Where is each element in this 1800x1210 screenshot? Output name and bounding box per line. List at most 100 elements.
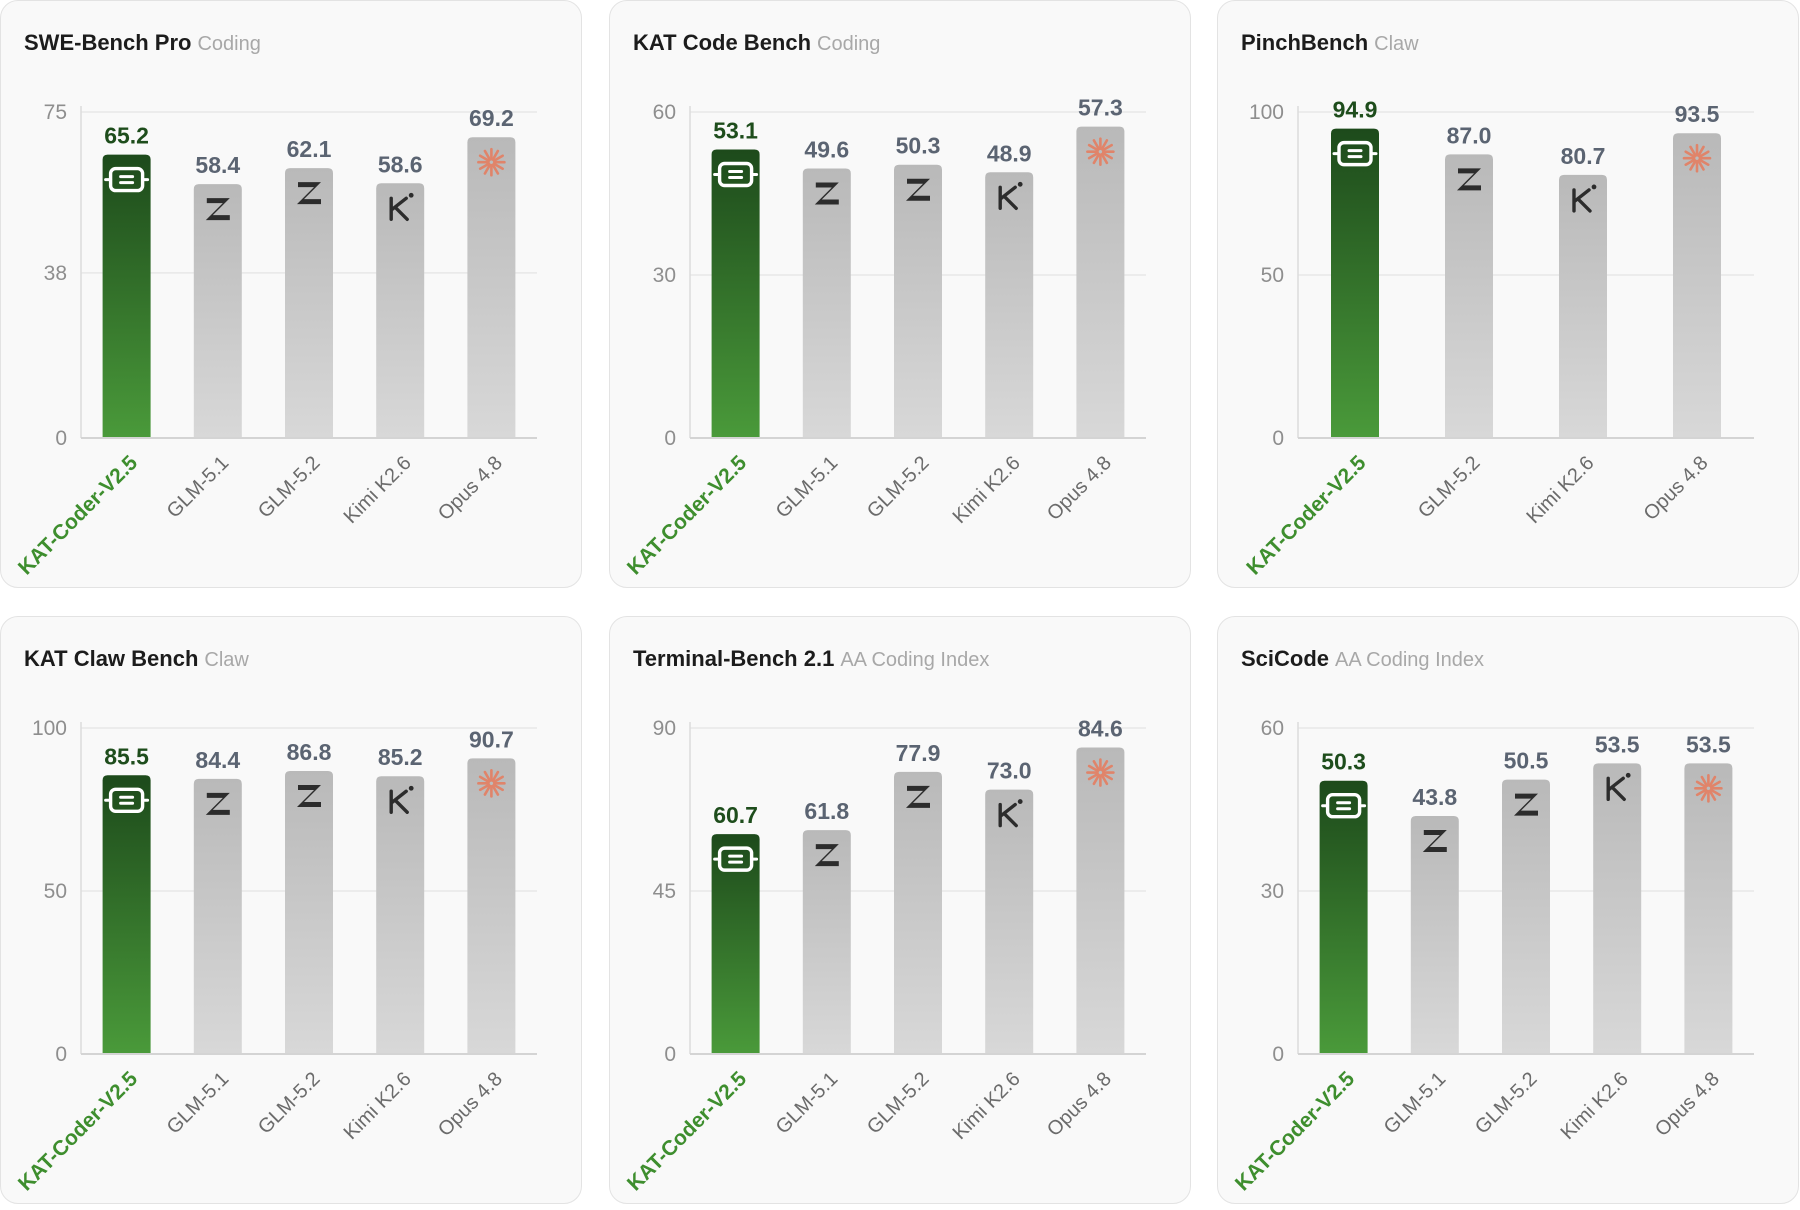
anthropic-icon xyxy=(1086,758,1115,787)
bar-chart: 0 38 75 65.2 KAT-Coder-V2.5 58.4 GLM-5.1 62.1 GL… xyxy=(14,101,537,579)
bar-value-label: 93.5 xyxy=(1675,101,1720,127)
x-tick-label: GLM-5.2 xyxy=(1471,1068,1542,1139)
bar-value-label: 61.8 xyxy=(804,798,849,824)
card-category: AA Coding Index xyxy=(840,649,990,671)
bar-chart: 0 45 90 60.7 KAT-Coder-V2.5 61.8 GLM-5.1 77.9 GL… xyxy=(623,716,1146,1195)
bar-group: 69.2 xyxy=(467,105,516,438)
x-tick-label: GLM-5.2 xyxy=(254,452,325,523)
bar-value-label: 50.3 xyxy=(1321,749,1366,775)
y-tick-label: 30 xyxy=(1261,880,1284,903)
bar-group: 53.5 xyxy=(1593,731,1642,1054)
bar-value-label: 85.2 xyxy=(378,744,423,770)
bar xyxy=(1445,154,1493,438)
bar-highlight xyxy=(711,149,760,439)
bar-chart: 0 30 60 53.1 KAT-Coder-V2.5 49.6 GLM-5.1 50.3 GL… xyxy=(623,95,1146,579)
y-tick-label: 100 xyxy=(1249,101,1284,124)
x-tick-label: KAT-Coder-V2.5 xyxy=(1231,1067,1359,1195)
bar-value-label: 94.9 xyxy=(1333,97,1378,123)
bar-value-label: 50.5 xyxy=(1504,748,1549,774)
anthropic-icon xyxy=(1086,137,1115,166)
bar-group: 57.3 xyxy=(1076,95,1125,439)
card-header: SciCode AA Coding Index xyxy=(1241,646,1484,672)
x-tick-label: Kimi K2.6 xyxy=(340,1068,416,1144)
kimi-icon xyxy=(389,192,414,221)
bar-group: 77.9 xyxy=(894,740,942,1054)
kimi-icon xyxy=(389,785,414,814)
kimi-icon xyxy=(998,799,1023,828)
chart-card-terminal-bench: Terminal-Bench 2.1 AA Coding Index 0 45 90 6… xyxy=(609,616,1191,1204)
y-tick-label: 75 xyxy=(44,101,67,124)
x-tick-label: GLM-5.2 xyxy=(863,452,934,523)
x-tick-label: GLM-5.1 xyxy=(163,1068,234,1139)
card-category: Coding xyxy=(197,33,261,55)
kat-icon xyxy=(104,166,150,193)
card-category: Claw xyxy=(204,649,249,671)
zhipu-icon xyxy=(814,182,839,205)
bar xyxy=(985,789,1034,1054)
bar-group: 58.6 xyxy=(376,151,425,438)
y-tick-label: 30 xyxy=(653,264,676,287)
bar-group: 43.8 xyxy=(1410,784,1459,1054)
bar-value-label: 53.5 xyxy=(1686,731,1731,757)
y-tick-label: 50 xyxy=(1261,264,1284,287)
bar-value-label: 84.6 xyxy=(1078,716,1123,742)
kimi-icon xyxy=(1572,184,1597,213)
chart-card-swe-bench-pro: SWE-Bench Pro Coding 0 38 75 65.2 KAT-Coder-V… xyxy=(0,0,582,588)
y-tick-label: 0 xyxy=(55,427,67,450)
bar-value-label: 90.7 xyxy=(469,726,514,752)
kat-icon xyxy=(104,787,150,813)
y-tick-label: 60 xyxy=(653,101,676,124)
bar xyxy=(193,778,242,1054)
bar xyxy=(802,830,851,1054)
bar-value-label: 87.0 xyxy=(1447,122,1492,148)
bar xyxy=(985,172,1034,438)
x-tick-label: KAT-Coder-V2.5 xyxy=(623,1067,751,1195)
card-title: SWE-Bench Pro xyxy=(24,30,192,55)
x-tick-label: KAT-Coder-V2.5 xyxy=(14,1067,142,1195)
chart-card-kat-code-bench: KAT Code Bench Coding 0 30 60 53.1 KAT-Coder-… xyxy=(609,0,1191,588)
bar xyxy=(1502,779,1550,1054)
bar xyxy=(285,771,333,1054)
y-tick-label: 0 xyxy=(55,1043,67,1066)
x-tick-label: Opus 4.8 xyxy=(1043,452,1116,525)
bar-group: 85.2 xyxy=(376,744,425,1054)
bar-highlight xyxy=(1331,128,1379,438)
bar xyxy=(1684,763,1733,1054)
x-tick-label: Kimi K2.6 xyxy=(949,1068,1025,1144)
y-tick-label: 60 xyxy=(1261,717,1284,740)
bar-group: 90.7 xyxy=(467,726,516,1054)
card-title: KAT Claw Bench xyxy=(24,646,199,671)
bar xyxy=(894,164,942,438)
kat-icon xyxy=(713,161,759,188)
y-tick-label: 0 xyxy=(664,427,676,450)
bar-value-label: 60.7 xyxy=(713,802,758,828)
y-tick-label: 38 xyxy=(44,262,67,285)
bar-group: 80.7 xyxy=(1559,143,1607,438)
chart-card-scicode: SciCode AA Coding Index 0 30 60 50.3 KAT-Code… xyxy=(1217,616,1799,1204)
bar xyxy=(376,776,425,1054)
bar-group: 94.9 xyxy=(1331,97,1379,438)
bar-group: 93.5 xyxy=(1673,101,1721,438)
chart-card-pinchbench: PinchBench Claw 0 50 100 94.9 KAT-Coder-V2.5 8… xyxy=(1217,0,1799,588)
bar-group: 58.4 xyxy=(193,152,242,438)
y-tick-label: 100 xyxy=(32,717,67,740)
bar xyxy=(1673,133,1721,438)
bar-group: 73.0 xyxy=(985,758,1034,1054)
x-tick-label: GLM-5.1 xyxy=(163,452,234,523)
y-tick-label: 90 xyxy=(653,717,676,740)
x-tick-label: GLM-5.1 xyxy=(772,452,843,523)
bar xyxy=(1593,763,1642,1054)
x-tick-label: GLM-5.1 xyxy=(772,1068,843,1139)
bar-group: 49.6 xyxy=(802,137,851,439)
kat-icon xyxy=(1321,793,1367,819)
bar-value-label: 86.8 xyxy=(287,739,332,765)
bar-value-label: 80.7 xyxy=(1561,143,1606,169)
x-tick-label: KAT-Coder-V2.5 xyxy=(1242,451,1370,579)
bar-chart: 0 50 100 85.5 KAT-Coder-V2.5 84.4 GLM-5.1 86.8 G… xyxy=(14,717,537,1195)
x-tick-label: KAT-Coder-V2.5 xyxy=(14,451,142,579)
bar-highlight xyxy=(102,154,151,438)
card-category: Coding xyxy=(817,33,881,55)
bar-value-label: 58.6 xyxy=(378,151,423,177)
y-tick-label: 0 xyxy=(664,1043,676,1066)
bar xyxy=(467,758,516,1054)
